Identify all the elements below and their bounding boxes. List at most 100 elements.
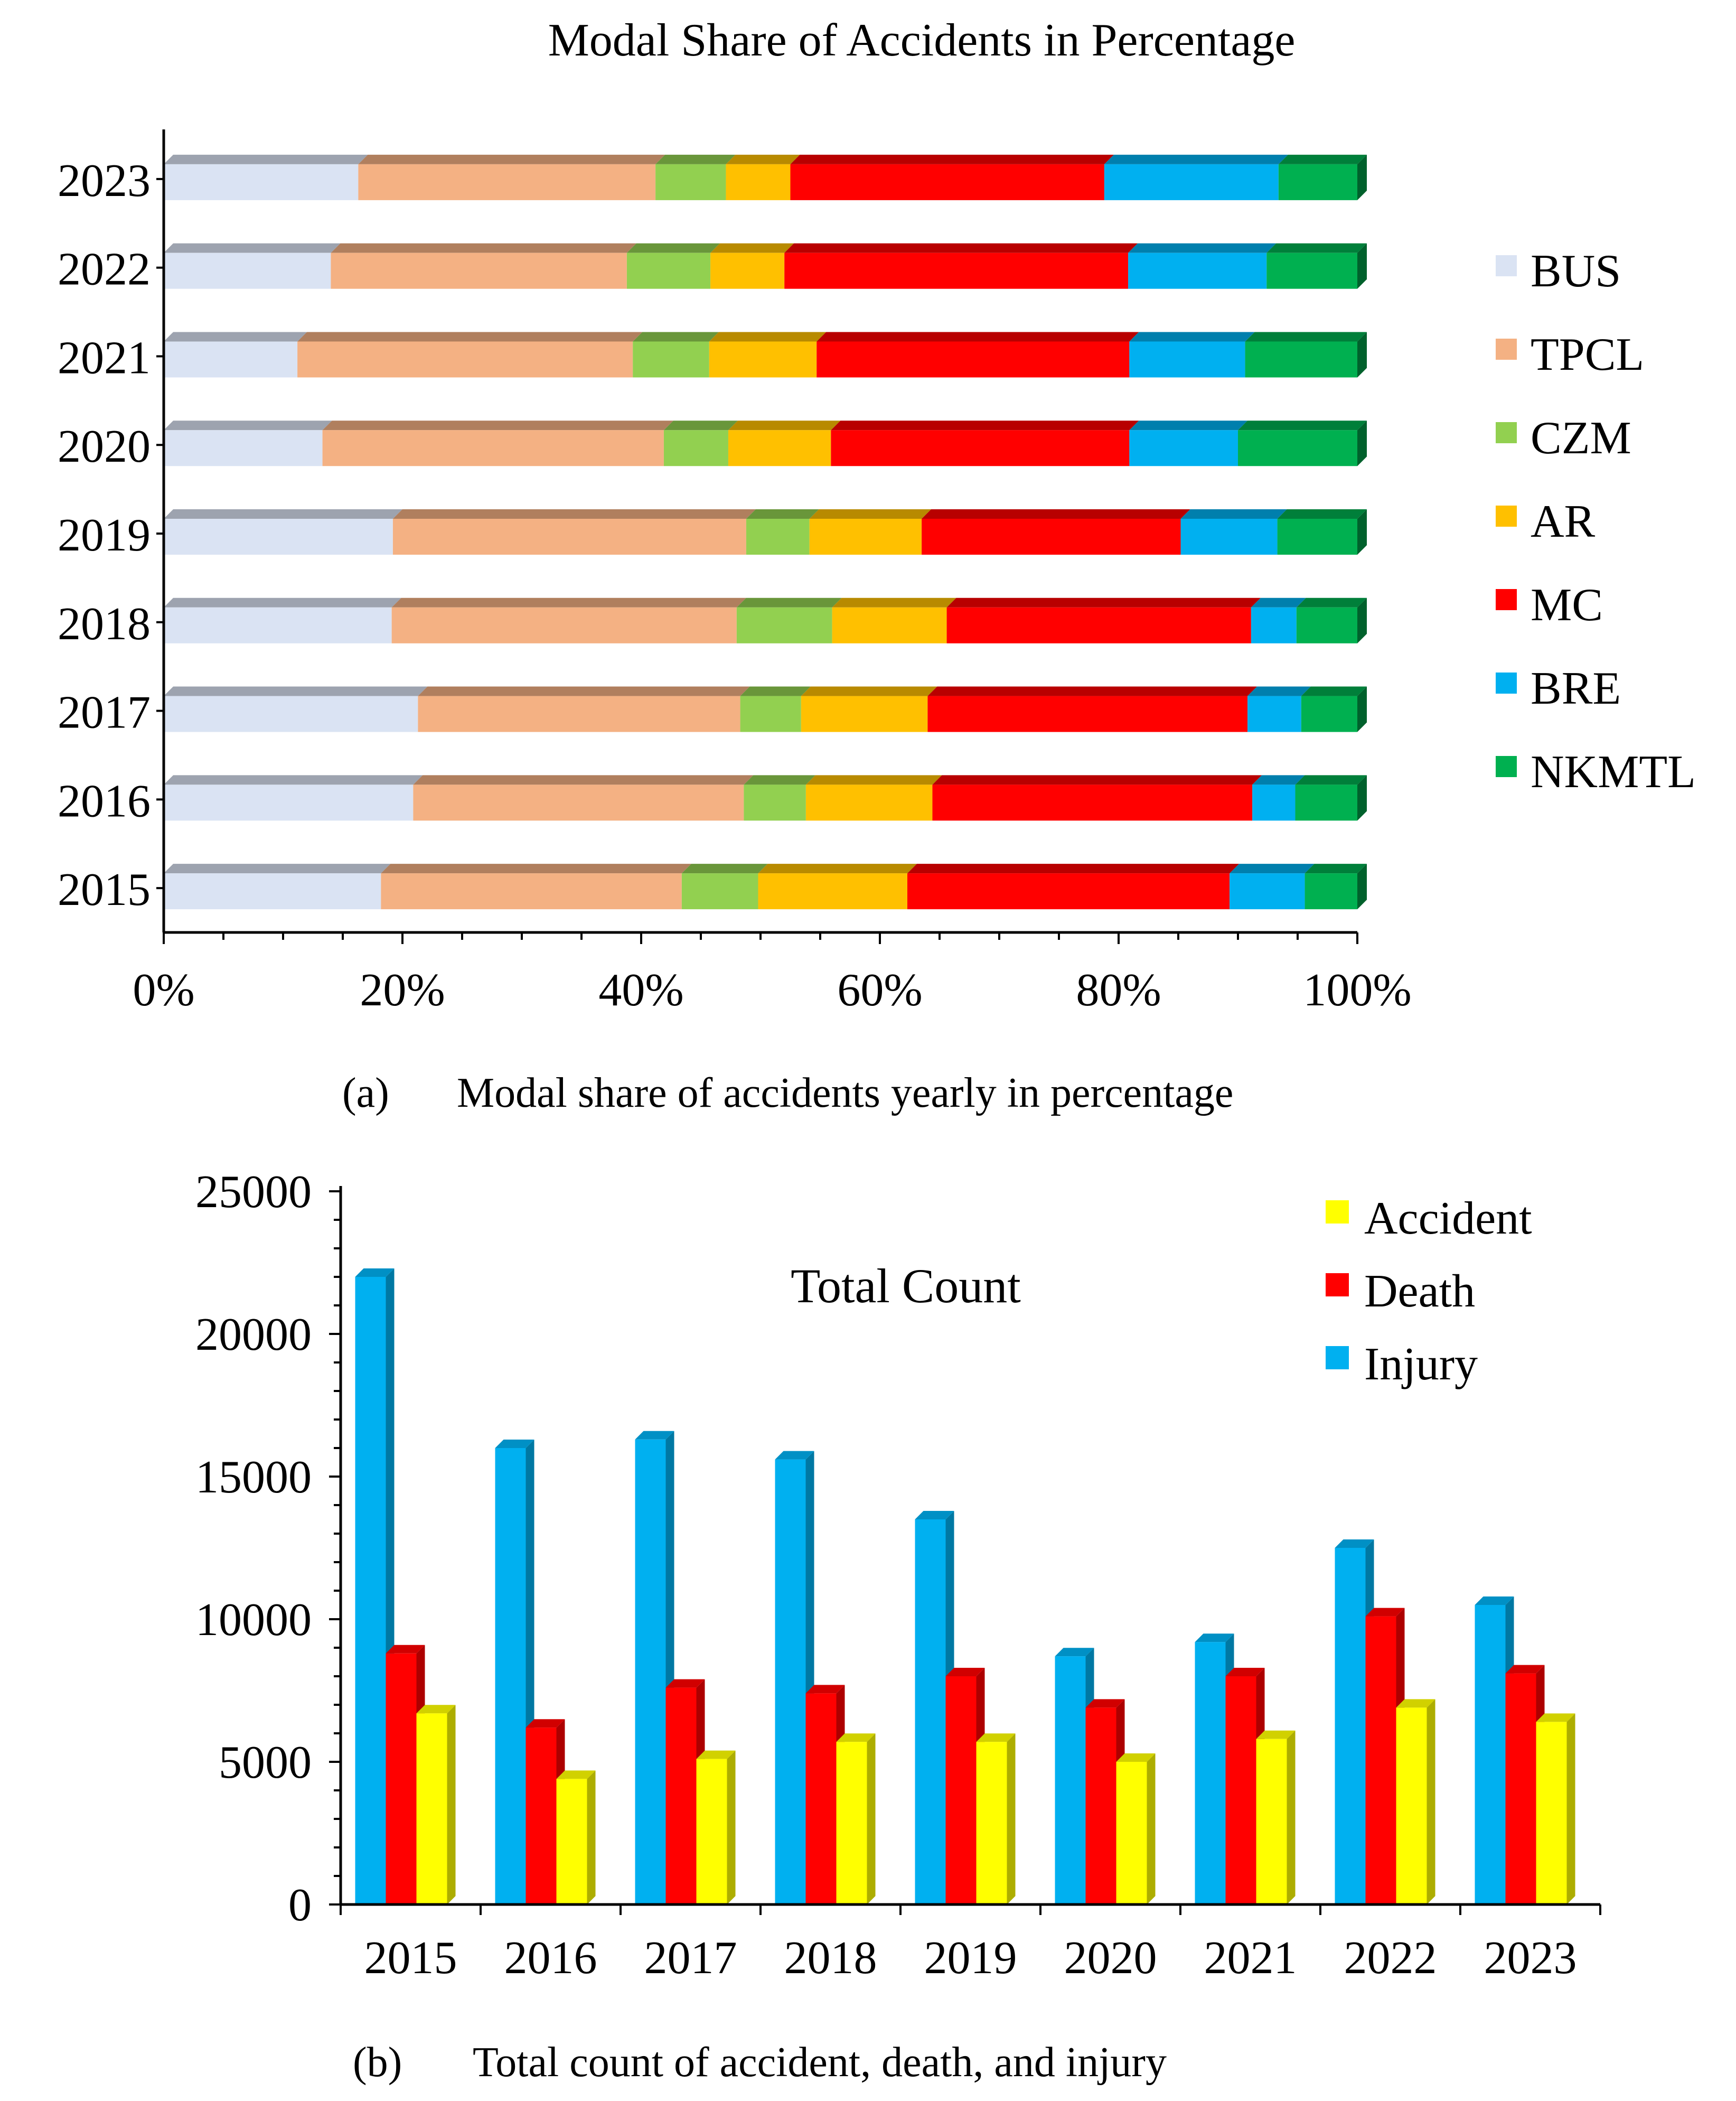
legend-swatch-mc [1496,589,1517,610]
bar-bus-2018 [164,597,401,643]
chart-b-bars [355,1268,1575,1904]
y-tick-label-2016: 2016 [58,776,151,827]
bar-tpcl-2021 [297,332,643,378]
bar-bus-2023 [164,154,368,200]
x-tick-label-2018: 2018 [784,1932,877,1984]
x-tick-label-2023: 2023 [1484,1932,1577,1984]
legend-item-czm: CZM [1496,413,1631,464]
x-tick-label-2020: 2020 [1064,1932,1157,1984]
bar-bus-2020 [164,421,332,466]
y-tick-label-2018: 2018 [58,599,151,650]
x-tick-label-1: 20% [360,965,445,1016]
x-tick-label-2016: 2016 [504,1932,597,1984]
bar-tpcl-2023 [358,154,665,200]
bar-bre-2016 [1252,775,1305,821]
bar-nkmtl-2023 [1278,154,1367,200]
legend-item-nkmtl: NKMTL [1496,746,1696,798]
bar-ar-2018 [832,597,956,643]
bar-nkmtl-2018 [1296,597,1367,643]
bar-bre-2022 [1128,243,1277,289]
bar-mc-2015 [907,864,1240,910]
bar-bre-2018 [1251,597,1306,643]
bar-ar-2017 [801,686,937,732]
bar-mc-2020 [831,421,1139,466]
bar-nkmtl-2017 [1301,686,1367,732]
bar-bre-2023 [1104,154,1288,200]
legend-item-injury: Injury [1326,1339,1478,1390]
bar-mc-2017 [927,686,1258,732]
legend-item-mc: MC [1496,580,1603,631]
bar-ar-2015 [758,864,917,910]
bar-nkmtl-2021 [1245,332,1367,378]
y-tick-label-2021: 2021 [58,332,151,384]
y-tick-label-2017: 2017 [58,687,151,739]
legend-item-bre: BRE [1496,663,1621,714]
legend-item-tpcl: TPCL [1496,329,1644,380]
chart-b-legend: Accident Death Injury [1326,1193,1532,1390]
y-tick-label-2022: 2022 [58,244,151,295]
bar-czm-2019 [746,509,819,555]
x-tick-label-2: 40% [598,965,683,1016]
bar-bus-2022 [164,243,341,289]
chart-a-bars [164,154,1367,910]
legend-label-bus: BUS [1531,246,1621,297]
bar-bus-2017 [164,686,428,732]
bar-czm-2017 [740,686,811,732]
x-tick-label-3: 60% [837,965,922,1016]
bar-tpcl-2017 [418,686,750,732]
legend-item-accident: Accident [1326,1193,1532,1244]
bar-bre-2015 [1230,864,1315,910]
bar-ar-2022 [710,243,794,289]
chart-b-caption-label: (b) [353,2039,402,2086]
chart-a-title: Modal Share of Accidents in Percentage [548,15,1296,66]
bar-ar-2021 [709,332,827,378]
bar-tpcl-2022 [331,243,636,289]
bar-czm-2023 [655,154,736,200]
y-tick-label-2023: 2023 [58,155,151,207]
modal-share-chart: Modal Share of Accidents in Percentage 2… [58,15,1696,1116]
bar-mc-2016 [932,775,1262,821]
bar-czm-2022 [626,243,720,289]
bar-accident-2017 [696,1750,736,1904]
legend-label-accident: Accident [1364,1193,1532,1244]
chart-a-caption-label: (a) [342,1070,389,1116]
y-tick-label-1: 5000 [219,1737,312,1788]
bar-nkmtl-2022 [1266,243,1367,289]
bar-mc-2023 [790,154,1114,200]
x-tick-label-2019: 2019 [924,1932,1017,1984]
bar-ar-2016 [805,775,942,821]
y-tick-label-0: 0 [288,1880,312,1931]
x-tick-label-2017: 2017 [644,1932,737,1984]
bar-accident-2019 [976,1733,1016,1904]
legend-item-bus: BUS [1496,246,1621,297]
x-tick-label-2022: 2022 [1344,1932,1437,1984]
bar-bus-2021 [164,332,307,378]
bar-accident-2022 [1396,1699,1435,1904]
legend-label-nkmtl: NKMTL [1531,746,1696,798]
bar-mc-2019 [922,509,1190,555]
legend-label-bre: BRE [1531,663,1621,714]
bar-bus-2019 [164,509,402,555]
bar-czm-2015 [681,864,768,910]
legend-swatch-death [1326,1273,1349,1296]
bar-tpcl-2020 [322,421,673,466]
y-tick-label-2: 10000 [195,1594,312,1646]
x-tick-label-0: 0% [133,965,194,1016]
legend-swatch-czm [1496,422,1517,443]
x-tick-label-5: 100% [1303,965,1411,1016]
bar-nkmtl-2015 [1305,864,1367,910]
bar-bus-2015 [164,864,391,910]
bar-mc-2018 [946,597,1261,643]
bar-ar-2023 [726,154,800,200]
bar-czm-2021 [633,332,719,378]
bar-czm-2018 [736,597,842,643]
bar-ar-2019 [809,509,932,555]
legend-label-mc: MC [1531,580,1603,631]
bar-tpcl-2018 [391,597,746,643]
chart-b-title: Total Count [791,1259,1021,1313]
legend-swatch-nkmtl [1496,756,1517,777]
y-tick-label-2020: 2020 [58,421,151,472]
chart-a-caption-text: Modal share of accidents yearly in perce… [457,1070,1233,1116]
x-tick-label-2015: 2015 [364,1932,457,1984]
